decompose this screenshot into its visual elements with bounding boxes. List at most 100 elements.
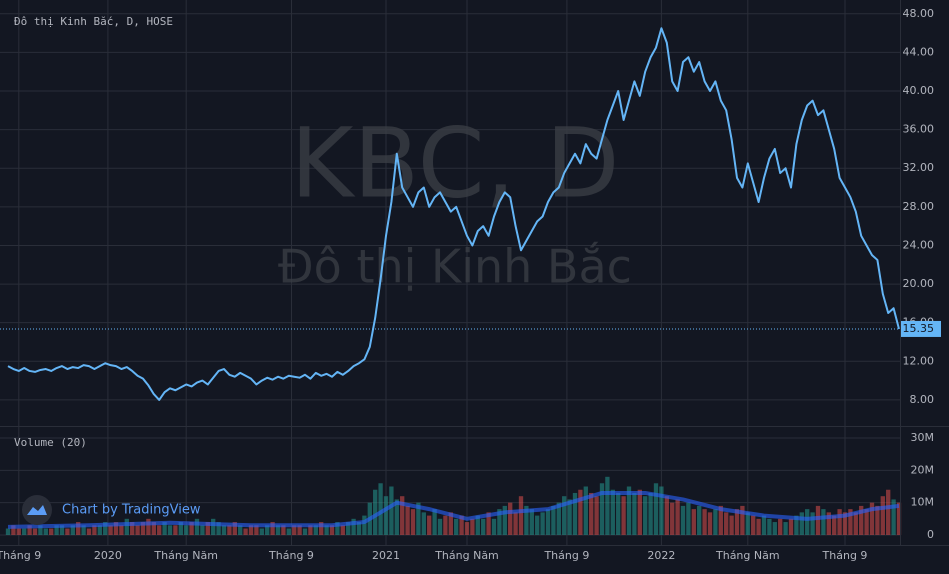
volume-bar <box>794 515 799 535</box>
watermark-name: Đô thị Kinh Bắc <box>278 240 632 294</box>
volume-bar <box>783 522 788 535</box>
volume-bar <box>826 512 831 535</box>
branding[interactable]: Chart by TradingView <box>22 495 201 525</box>
y-tick-label: 28.00 <box>903 200 935 213</box>
volume-bar <box>459 515 464 535</box>
volume-bar <box>167 525 173 535</box>
volume-bar <box>815 505 821 535</box>
volume-bar <box>216 522 221 535</box>
volume-bar <box>292 525 297 535</box>
volume-bar <box>378 483 383 535</box>
volume-bar <box>864 509 869 535</box>
volume-bar <box>259 528 264 535</box>
volume-bar <box>394 499 399 535</box>
volume-bar <box>211 518 216 535</box>
volume-tick-label: 30M <box>911 431 935 444</box>
volume-bar <box>513 512 518 535</box>
y-tick-label: 40.00 <box>903 84 935 97</box>
volume-bar <box>648 492 653 535</box>
x-tick-label: Tháng Năm <box>153 549 218 562</box>
volume-bar <box>405 505 410 535</box>
volume-bar <box>49 528 54 535</box>
volume-bar <box>54 525 59 535</box>
volume-bar <box>691 509 696 535</box>
volume-bar <box>448 512 453 535</box>
volume-bar <box>594 496 599 535</box>
volume-bar <box>200 525 205 535</box>
volume-bar <box>810 512 815 535</box>
volume-bar <box>751 515 756 535</box>
volume-bar <box>254 525 259 535</box>
volume-bar <box>724 512 729 535</box>
y-tick-label: 12.00 <box>903 354 935 367</box>
x-tick-label: Tháng 9 <box>822 549 868 562</box>
volume-bar <box>432 509 437 535</box>
volume-bar <box>470 518 475 535</box>
volume-bar <box>729 515 734 535</box>
volume-bar <box>76 522 81 535</box>
volume-bar <box>319 522 324 535</box>
volume-bar <box>524 505 529 535</box>
volume-bar <box>346 522 351 535</box>
volume-bar <box>697 505 702 535</box>
volume-bar <box>886 489 891 535</box>
volume-bar <box>324 525 329 535</box>
volume-bar <box>248 525 254 535</box>
volume-bar <box>151 522 156 535</box>
chart-title: Đô thị Kinh Bắc, D, HOSE <box>14 15 173 28</box>
volume-bar <box>761 515 767 535</box>
volume-bar <box>583 486 588 535</box>
volume-bar <box>756 518 761 535</box>
volume-bar <box>108 525 113 535</box>
volume-bar <box>400 496 405 535</box>
volume-bar <box>86 528 92 535</box>
volume-bar <box>178 522 183 535</box>
volume-bar <box>497 509 502 535</box>
volume-bar <box>551 505 556 535</box>
volume-bar <box>184 525 189 535</box>
volume-bar <box>545 509 551 535</box>
volume-bar <box>81 525 86 535</box>
volume-bar <box>556 502 561 535</box>
volume-bar <box>572 492 578 535</box>
volume-bar <box>481 518 486 535</box>
volume-bar <box>853 512 858 535</box>
volume-bar <box>275 525 281 535</box>
volume-bar <box>718 505 723 535</box>
x-tick-label: Tháng 9 <box>543 549 589 562</box>
volume-label: Volume (20) <box>14 436 87 449</box>
volume-bar <box>281 525 286 535</box>
volume-bar <box>707 512 713 535</box>
volume-bar <box>832 515 837 535</box>
volume-bar <box>896 502 902 535</box>
volume-bar <box>578 489 583 535</box>
volume-bar <box>38 525 43 535</box>
x-tick-label: 2021 <box>372 549 400 562</box>
volume-bar <box>734 509 740 535</box>
volume-bar <box>805 509 810 535</box>
volume-bar <box>443 515 448 535</box>
volume-bar <box>65 528 70 535</box>
volume-bar <box>103 522 108 535</box>
volume-bar <box>454 518 459 535</box>
volume-bar <box>621 496 626 535</box>
x-tick-label: Tháng 9 <box>268 549 314 562</box>
volume-bar <box>491 518 497 535</box>
volume-bar <box>227 525 232 535</box>
volume-bar <box>799 512 804 535</box>
volume-bar <box>389 486 394 535</box>
volume-ma-line <box>7 490 900 529</box>
volume-bar <box>16 528 21 535</box>
volume-bar <box>632 492 637 535</box>
volume-bar <box>875 505 880 535</box>
volume-bar <box>880 496 885 535</box>
volume-bar <box>297 525 302 535</box>
volume-bar <box>329 525 335 535</box>
volume-bar <box>643 496 648 535</box>
volume-bar <box>308 525 313 535</box>
volume-bar <box>270 522 275 535</box>
volume-bar <box>529 509 534 535</box>
volume-bar <box>664 496 669 535</box>
